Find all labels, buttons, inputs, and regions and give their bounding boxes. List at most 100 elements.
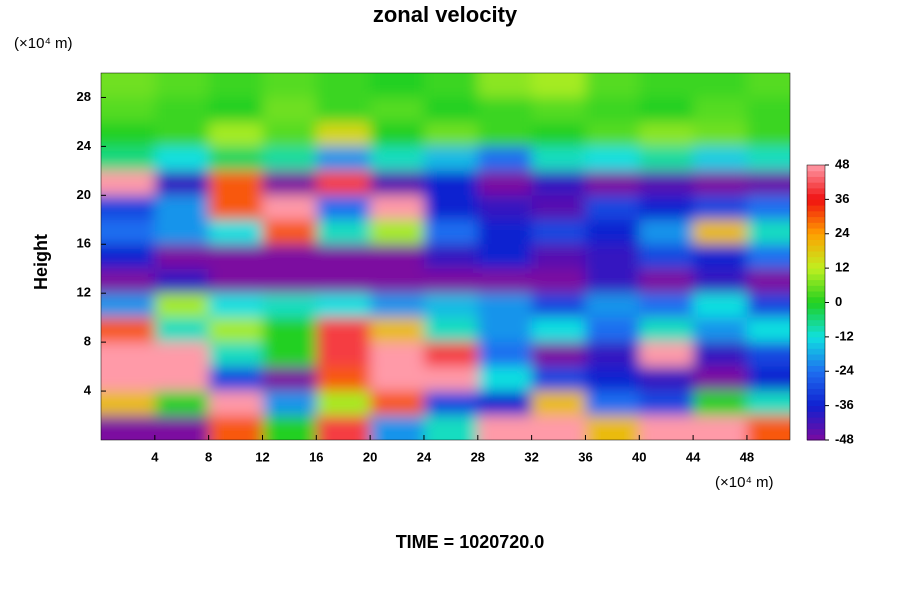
x-tick-label: 32: [524, 449, 538, 464]
cell: [316, 170, 371, 196]
cell: [370, 293, 425, 319]
cell: [316, 195, 371, 221]
cell: [531, 415, 586, 440]
colorbar-tick-label: 48: [835, 156, 849, 171]
cell: [585, 121, 640, 147]
y-tick-label: 28: [77, 89, 91, 104]
cell: [693, 219, 748, 245]
cell: [639, 415, 694, 440]
cell: [639, 146, 694, 172]
colorbar-band: [807, 210, 825, 218]
cell: [423, 293, 479, 319]
cell: [531, 195, 586, 221]
cell: [370, 391, 425, 417]
cell: [154, 268, 210, 294]
cell: [423, 317, 479, 343]
y-tick-label: 20: [77, 187, 91, 202]
cell: [208, 73, 263, 98]
cell: [316, 342, 371, 368]
cell: [693, 415, 748, 440]
cell: [370, 146, 425, 172]
colorbar-tick-label: -36: [835, 397, 854, 412]
colorbar-tick-label: -24: [835, 363, 855, 378]
cell: [208, 366, 263, 392]
cell: [101, 73, 156, 98]
cell: [154, 415, 210, 440]
cell: [154, 146, 210, 172]
cell: [208, 293, 263, 319]
cell: [585, 268, 640, 294]
cell: [746, 391, 790, 417]
colorbar-band: [807, 313, 825, 321]
cell: [693, 317, 748, 343]
cell: [262, 342, 317, 368]
time-label: TIME = 1020720.0: [396, 532, 545, 552]
cell: [316, 268, 371, 294]
colorbar-band: [807, 342, 825, 349]
colorbar-band: [807, 176, 825, 183]
cell: [423, 97, 479, 123]
colorbar-band: [807, 228, 825, 235]
colorbar-band: [807, 382, 825, 389]
cell: [423, 146, 479, 172]
colorbar-band: [807, 331, 825, 338]
cell: [262, 268, 317, 294]
colorbar-tick-label: -48: [835, 431, 854, 446]
cell: [101, 219, 156, 245]
cell: [208, 195, 263, 221]
cell: [262, 415, 317, 440]
cell: [639, 121, 694, 147]
x-unit: (×10⁴ m): [715, 474, 774, 491]
cell: [477, 317, 533, 343]
cell: [208, 170, 263, 196]
cell: [477, 366, 533, 392]
colorbar-band: [807, 325, 825, 332]
cell: [101, 244, 156, 270]
x-tick-label: 4: [151, 449, 159, 464]
plot-frame: [100, 72, 791, 441]
x-tick-label: 20: [363, 449, 377, 464]
colorbar-band: [807, 399, 825, 407]
cell: [370, 268, 425, 294]
cell: [370, 415, 425, 440]
colorbar-band: [807, 394, 825, 401]
cell: [693, 391, 748, 417]
cell: [693, 121, 748, 147]
cell: [746, 268, 790, 294]
cell: [693, 73, 748, 98]
colorbar-band: [807, 279, 825, 286]
colorbar-band: [807, 285, 825, 292]
cell: [639, 73, 694, 98]
colorbar-band: [807, 336, 825, 344]
colorbar-band: [807, 222, 825, 229]
cell: [262, 146, 317, 172]
cell: [101, 97, 156, 123]
x-tick-label: 48: [740, 449, 754, 464]
cell: [154, 342, 210, 368]
cell: [208, 244, 263, 270]
cell: [746, 195, 790, 221]
cell: [693, 366, 748, 392]
cell: [693, 97, 748, 123]
cell: [101, 366, 156, 392]
cell: [477, 244, 533, 270]
cell: [531, 366, 586, 392]
cell: [423, 73, 479, 98]
cell: [370, 97, 425, 123]
cell: [639, 195, 694, 221]
cell: [585, 415, 640, 440]
cell: [639, 244, 694, 270]
colorbar-tick-label: 0: [835, 294, 842, 309]
cell: [101, 317, 156, 343]
colorbar-band: [807, 308, 825, 315]
cell: [746, 293, 790, 319]
x-tick-label: 28: [471, 449, 485, 464]
colorbar-band: [807, 273, 825, 281]
cell: [423, 366, 479, 392]
y-tick-label: 8: [84, 334, 91, 349]
colorbar-tick-label: 12: [835, 260, 849, 275]
cell: [531, 391, 586, 417]
cell: [585, 195, 640, 221]
cell: [639, 366, 694, 392]
